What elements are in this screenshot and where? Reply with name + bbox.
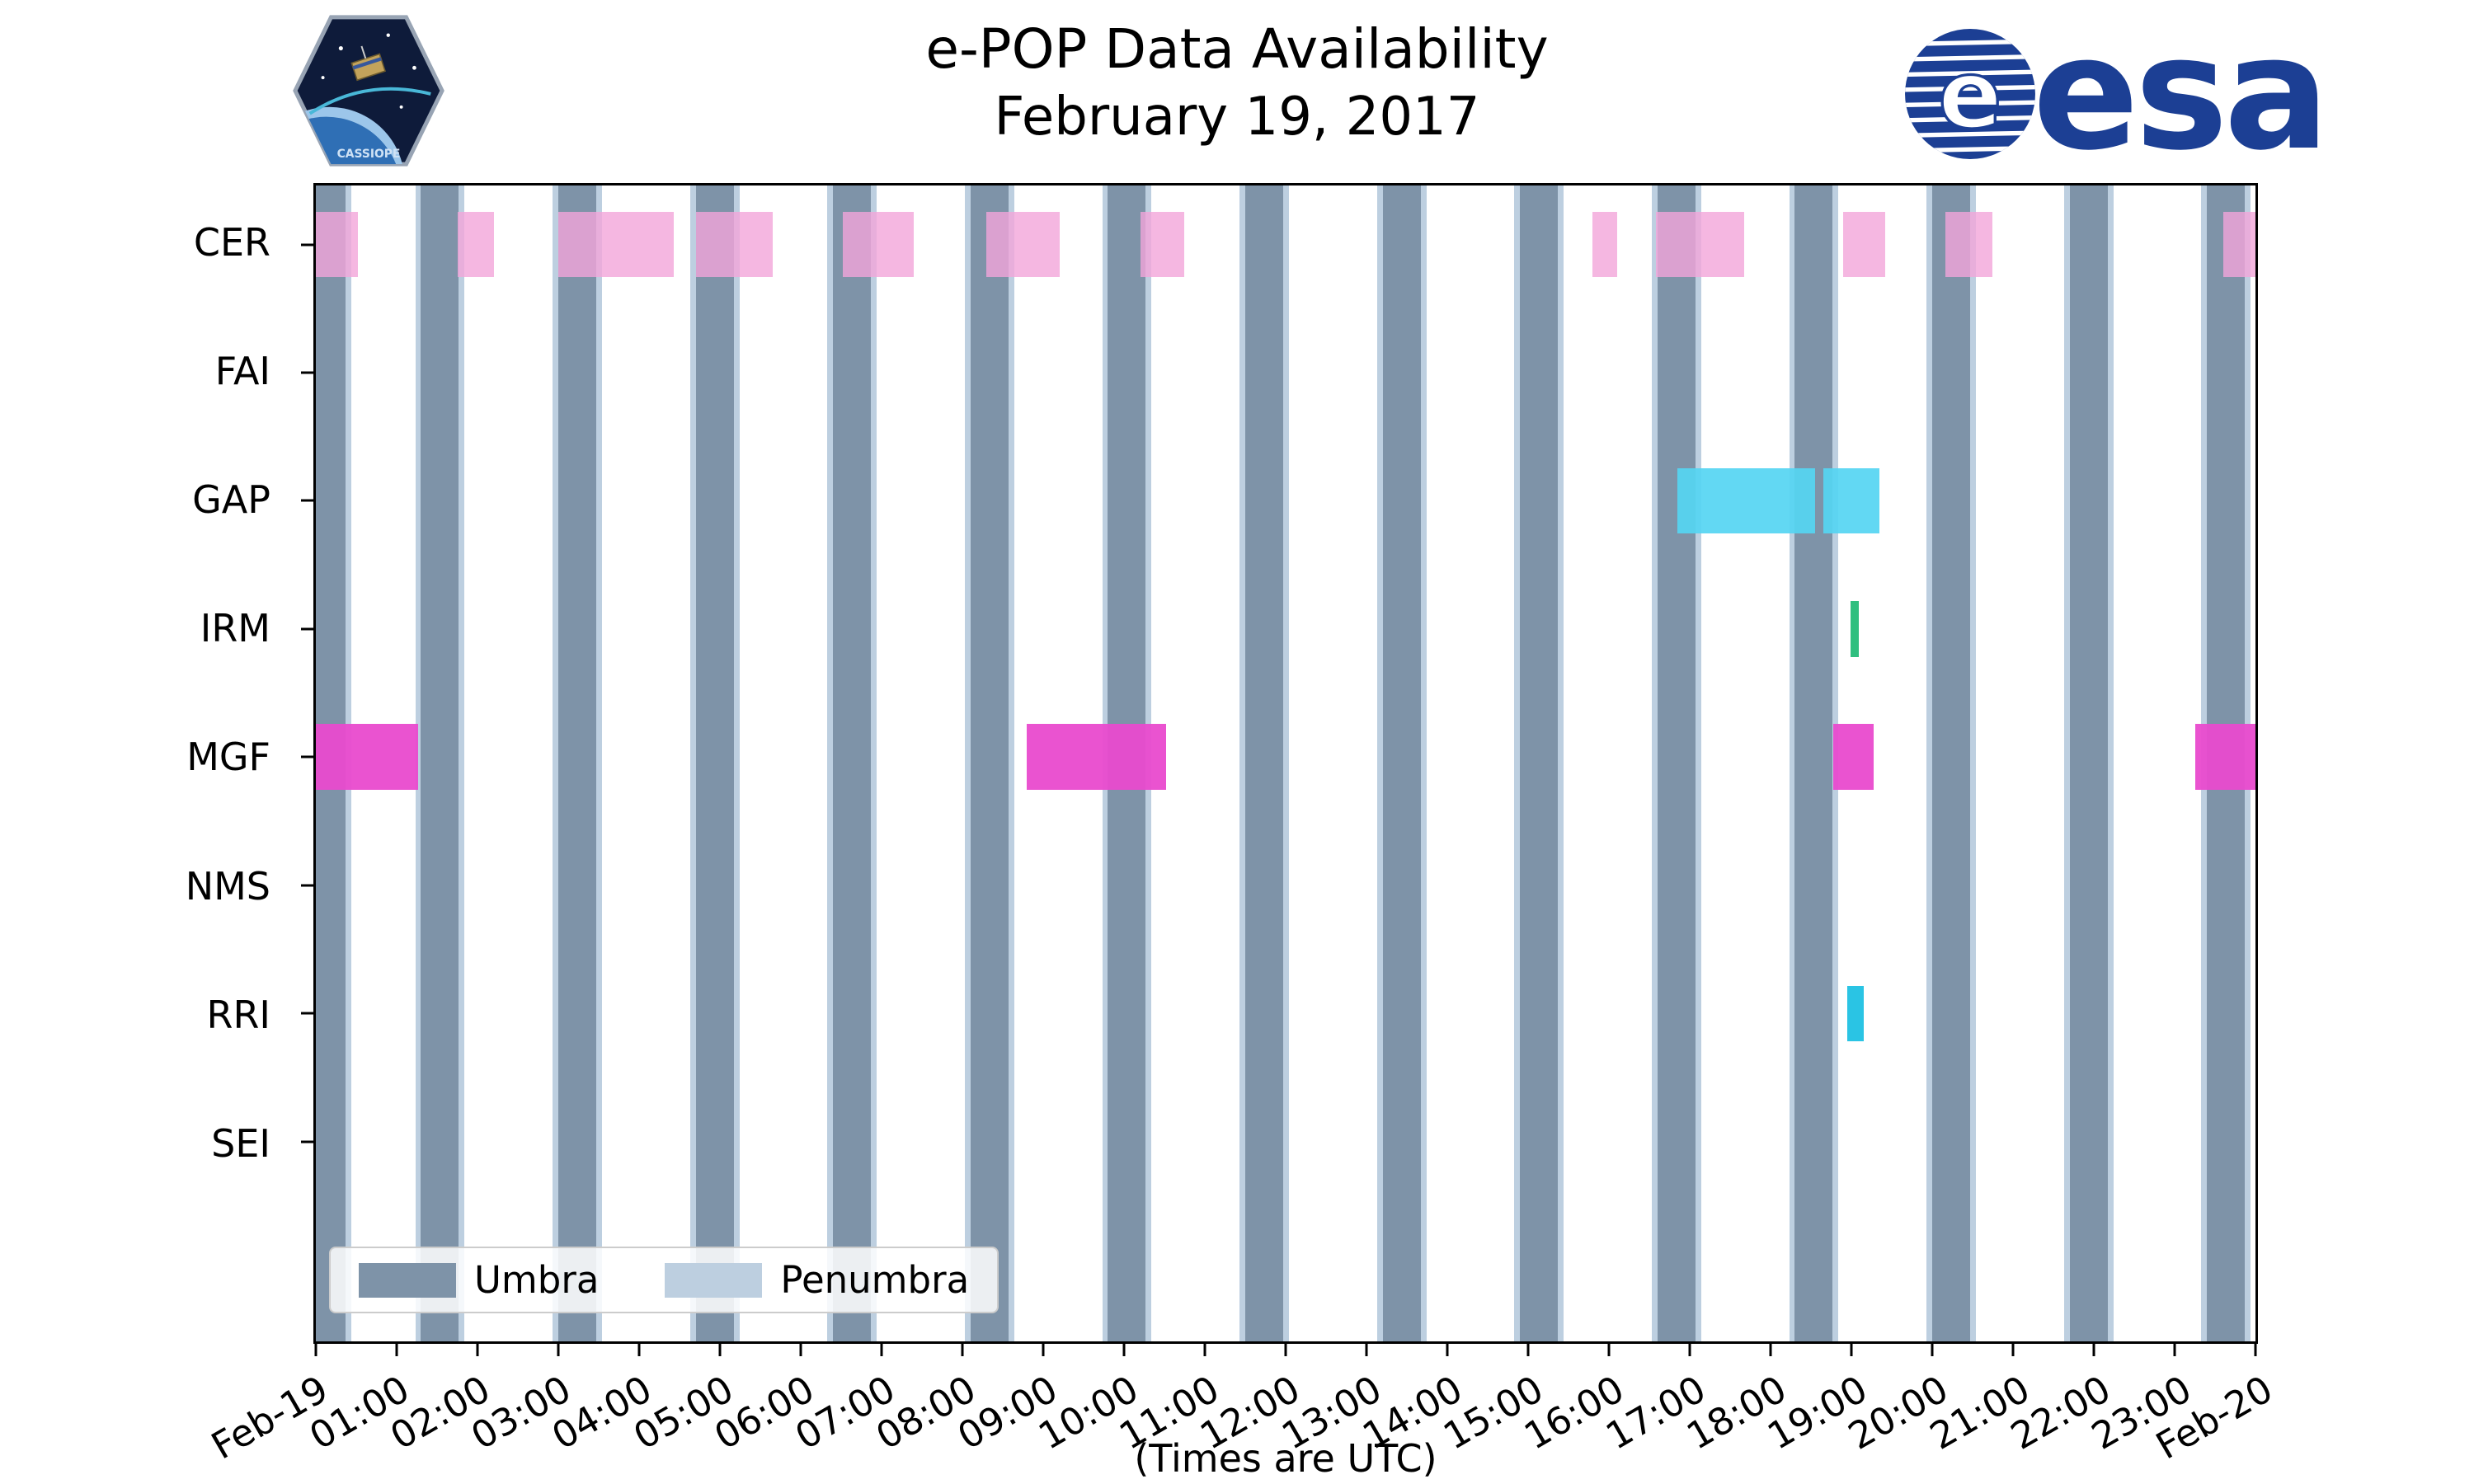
- x-tick-mark: [1284, 1344, 1287, 1356]
- esa-emblem-icon: e: [1904, 29, 2035, 159]
- x-tick-mark: [1607, 1344, 1611, 1356]
- x-tick-mark: [557, 1344, 560, 1356]
- cer-data-bar: [316, 211, 358, 278]
- cer-data-bar: [458, 211, 494, 278]
- patch-earth: [294, 116, 402, 165]
- cassiope-patch-label: CASSIOPE: [337, 148, 401, 161]
- patch-satellite: [350, 45, 387, 82]
- y-axis-label-fai: FAI: [214, 348, 270, 393]
- legend: Umbra Penumbra: [329, 1247, 999, 1313]
- chart-header: e-POP Data Availability February 19, 201…: [0, 18, 2474, 148]
- y-axis-label-sei: SEI: [211, 1120, 270, 1166]
- cer-data-bar: [1945, 211, 1992, 278]
- y-axis-label-irm: IRM: [200, 606, 270, 651]
- y-tick-mark: [301, 371, 313, 374]
- chart-subtitle: February 19, 2017: [994, 86, 1480, 148]
- y-tick-mark: [301, 627, 313, 631]
- plot-area: Umbra Penumbra: [301, 183, 2258, 1356]
- x-tick-mark: [314, 1344, 317, 1356]
- y-axis-label-rri: RRI: [206, 992, 271, 1037]
- x-tick-mark: [1122, 1344, 1126, 1356]
- umbra-legend-swatch: [359, 1262, 456, 1298]
- esa-wordmark: esa: [2032, 2, 2330, 185]
- x-tick-mark: [395, 1344, 398, 1356]
- x-tick-mark: [1042, 1344, 1045, 1356]
- patch-orbit-arc: [308, 87, 431, 115]
- gap-data-bar: [1823, 467, 1880, 534]
- x-tick-mark: [1203, 1344, 1206, 1356]
- umbra-band: [1245, 186, 1284, 1341]
- x-tick-mark: [476, 1344, 479, 1356]
- x-tick-mark: [1365, 1344, 1368, 1356]
- umbra-band: [2069, 186, 2108, 1341]
- x-axis-title: (Times are UTC): [1134, 1436, 1437, 1481]
- cer-data-bar: [558, 211, 675, 278]
- x-tick-mark: [637, 1344, 641, 1356]
- y-axis-label-gap: GAP: [192, 477, 270, 523]
- mgf-data-bar: [2194, 724, 2255, 791]
- umbra-band: [1932, 186, 1971, 1341]
- y-axis-labels: CER FAI GAP IRM MGF NMS RRI SEI: [0, 183, 290, 1344]
- penumbra-legend-label: Penumbra: [780, 1258, 970, 1302]
- chart-title: e-POP Data Availability: [925, 17, 1549, 81]
- y-tick-mark: [301, 884, 313, 887]
- umbra-band: [833, 186, 872, 1341]
- esa-emblem-letter: e: [1938, 40, 2001, 149]
- y-axis-label-mgf: MGF: [186, 735, 270, 780]
- umbra-band: [695, 186, 734, 1341]
- x-tick-mark: [1688, 1344, 1691, 1356]
- x-tick-mark: [961, 1344, 964, 1356]
- umbra-band: [1657, 186, 1696, 1341]
- y-axis-label-nms: NMS: [185, 863, 270, 909]
- y-tick-mark: [301, 1140, 313, 1144]
- x-tick-mark: [1526, 1344, 1530, 1356]
- x-tick-mark: [1931, 1344, 1934, 1356]
- gap-data-bar: [1677, 467, 1815, 534]
- penumbra-legend-swatch: [665, 1262, 763, 1298]
- x-tick-mark: [1446, 1344, 1449, 1356]
- esa-logo: e esa: [1901, 2, 2330, 185]
- umbra-band: [970, 186, 1009, 1341]
- umbra-band: [421, 186, 459, 1341]
- x-tick-mark: [1850, 1344, 1853, 1356]
- y-axis-label-cer: CER: [193, 219, 270, 265]
- y-tick-mark: [301, 1012, 313, 1015]
- x-tick-mark: [718, 1344, 722, 1356]
- cer-data-bar: [1655, 211, 1744, 278]
- x-tick-mark: [799, 1344, 802, 1356]
- umbra-band: [1382, 186, 1421, 1341]
- rri-data-bar: [1847, 985, 1864, 1042]
- umbra-band: [1520, 186, 1559, 1341]
- cer-data-bar: [1592, 211, 1617, 278]
- x-tick-mark: [2173, 1344, 2176, 1356]
- cer-data-bar: [695, 211, 773, 278]
- x-tick-mark: [1769, 1344, 1772, 1356]
- x-tick-mark: [880, 1344, 883, 1356]
- umbra-legend-label: Umbra: [474, 1258, 600, 1302]
- umbra-band: [1794, 186, 1833, 1341]
- mgf-data-bar: [316, 724, 419, 791]
- mgf-data-bar: [1833, 724, 1874, 791]
- cer-data-bar: [986, 211, 1060, 278]
- mgf-data-bar: [1027, 724, 1166, 791]
- irm-data-bar: [1851, 601, 1859, 657]
- x-tick-mark: [2092, 1344, 2095, 1356]
- cassiope-patch-graphic: CASSIOPE: [293, 15, 444, 167]
- cer-data-bar: [1843, 211, 1886, 278]
- cer-data-bar: [2222, 211, 2255, 278]
- cer-data-bar: [1140, 211, 1185, 278]
- x-tick-mark: [2254, 1344, 2257, 1356]
- y-tick-mark: [301, 755, 313, 758]
- y-tick-mark: [301, 243, 313, 246]
- umbra-band: [558, 186, 597, 1341]
- cer-data-bar: [842, 211, 915, 278]
- x-tick-mark: [2011, 1344, 2015, 1356]
- cassiope-mission-patch: CASSIOPE: [287, 12, 450, 170]
- y-tick-mark: [301, 499, 313, 502]
